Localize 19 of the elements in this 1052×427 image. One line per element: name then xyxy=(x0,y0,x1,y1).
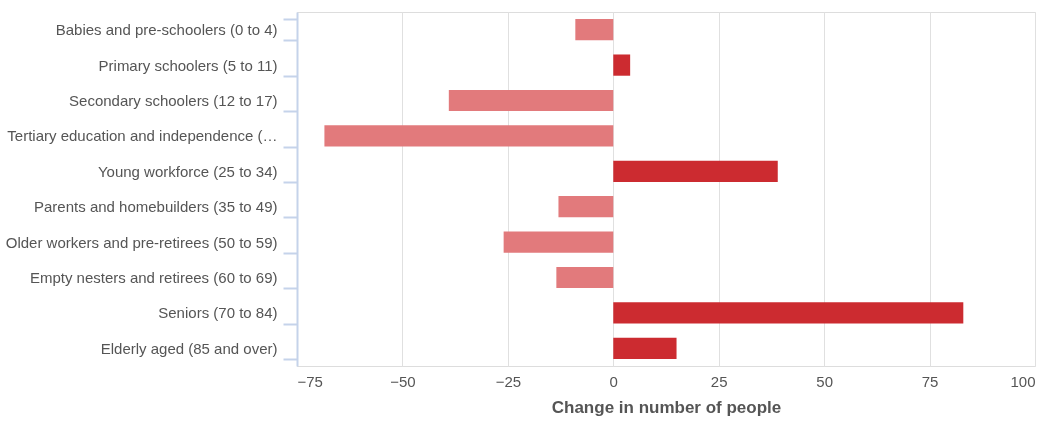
y-tick-label: Babies and pre-schoolers (0 to 4) xyxy=(55,21,278,39)
x-tick-label: −25 xyxy=(495,372,522,390)
x-tick-label: 0 xyxy=(609,372,618,390)
y-tick-label: Seniors (70 to 84) xyxy=(158,304,278,322)
y-tick-label: Tertiary education and independence (… xyxy=(7,127,278,145)
y-tick-label: Older workers and pre-retirees (50 to 59) xyxy=(5,233,278,251)
x-tick-label: 75 xyxy=(921,372,939,390)
x-tick-label: 100 xyxy=(1010,372,1036,390)
y-tick-label: Young workforce (25 to 34) xyxy=(97,162,278,180)
y-tick-label: Secondary schoolers (12 to 17) xyxy=(69,92,278,109)
y-tick-label: Parents and homebuilders (35 to 49) xyxy=(34,198,278,216)
y-tick-label: Elderly aged (85 and over) xyxy=(100,339,278,357)
y-tick-label: Empty nesters and retirees (60 to 69) xyxy=(29,269,278,286)
x-tick-label: −50 xyxy=(390,372,416,390)
x-tick-label: −75 xyxy=(297,372,323,390)
x-axis-title: Change in number of people xyxy=(551,397,782,417)
y-tick-label: Primary schoolers (5 to 11) xyxy=(98,56,278,74)
x-tick-label: 25 xyxy=(710,372,728,390)
x-tick-label: 50 xyxy=(816,372,833,390)
